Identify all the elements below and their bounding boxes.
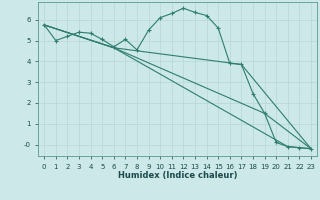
X-axis label: Humidex (Indice chaleur): Humidex (Indice chaleur): [118, 171, 237, 180]
